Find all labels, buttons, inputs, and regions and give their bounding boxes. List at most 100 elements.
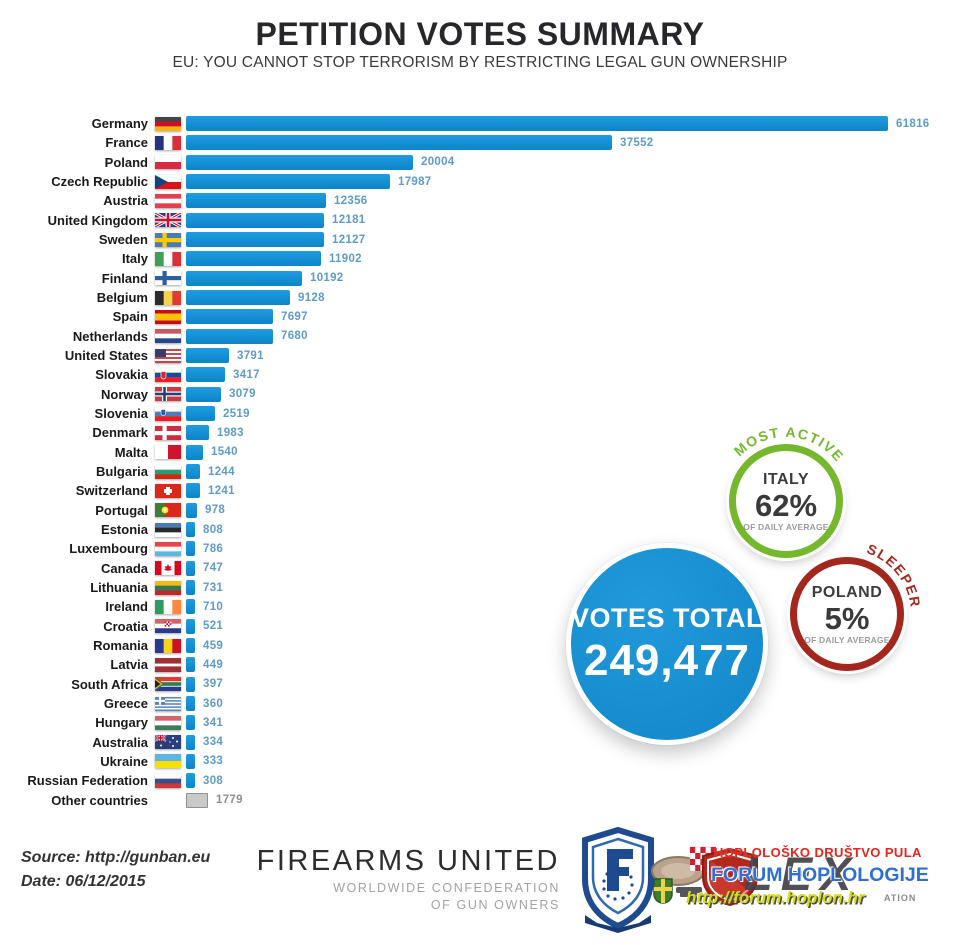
country-label: Portugal <box>95 502 148 518</box>
country-label: Bulgaria <box>95 464 148 480</box>
vote-bar <box>186 657 195 673</box>
bar-track: 308 <box>186 773 223 789</box>
ukraine-flag-icon <box>155 754 181 769</box>
country-label: Austria <box>103 193 148 209</box>
netherlands-flag-icon <box>155 329 181 344</box>
vote-count: 12356 <box>334 194 368 207</box>
firearms-united-sub2: OF GUN OWNERS <box>430 898 560 912</box>
row-south-africa: South Africa 397 <box>0 675 960 694</box>
vote-count: 710 <box>203 600 224 613</box>
vote-bar <box>186 483 200 499</box>
vote-bar <box>186 328 273 344</box>
vote-count: 449 <box>203 658 224 671</box>
vote-count: 2519 <box>223 407 250 420</box>
country-label: Latvia <box>110 657 148 673</box>
vote-bar <box>186 135 612 151</box>
slovakia-flag-icon <box>155 367 181 382</box>
south-africa-flag-icon <box>155 677 181 692</box>
row-other-countries: Other countries 1779 <box>0 790 960 809</box>
country-label: Ukraine <box>100 753 148 769</box>
vote-bar <box>186 212 324 228</box>
watermark-forum-url: http://forum.hoplon.hr <box>686 888 865 907</box>
vote-bar <box>186 174 390 190</box>
bar-track: 978 <box>186 502 226 518</box>
most-active-caption: OF DAILY AVERAGE <box>743 521 829 532</box>
vote-count: 1244 <box>208 465 235 478</box>
vote-bar <box>186 232 324 248</box>
bar-track: 12127 <box>186 232 365 248</box>
denmark-flag-icon <box>155 425 181 440</box>
firearms-united-shield-icon <box>582 827 654 933</box>
vote-bar <box>186 502 197 518</box>
row-malta: Malta 1540 <box>0 443 960 462</box>
czech-republic-flag-icon <box>155 174 181 189</box>
votes-total-badge: VOTES TOTAL 249,477 <box>566 543 768 745</box>
vote-bar <box>186 193 326 209</box>
bar-track: 3079 <box>186 386 256 402</box>
switzerland-flag-icon <box>155 483 181 498</box>
most-active-badge: ITALY 62% OF DAILY AVERAGE <box>729 444 843 558</box>
vote-bar <box>186 251 321 267</box>
bar-track: 710 <box>186 599 224 615</box>
vote-bar <box>186 560 195 576</box>
country-label: Finland <box>101 270 148 286</box>
page-subtitle: EU: YOU CANNOT STOP TERRORISM BY RESTRIC… <box>172 54 788 71</box>
poland-flag-icon <box>155 155 181 170</box>
bar-track: 333 <box>186 753 223 769</box>
vote-count: 978 <box>205 504 226 517</box>
vote-bar <box>186 406 215 422</box>
source-note: Source: http://gunban.eu Date: 06/12/201… <box>21 846 210 894</box>
country-label: Italy <box>121 251 148 267</box>
bar-track: 2519 <box>186 406 250 422</box>
votes-total-value: 249,477 <box>583 635 751 685</box>
row-italy: Italy 11902 <box>0 249 960 268</box>
country-label: Belgium <box>96 290 148 306</box>
vote-bar <box>186 116 888 132</box>
bar-track: 10192 <box>186 270 343 286</box>
bulgaria-flag-icon <box>155 464 181 479</box>
italy-flag-icon <box>155 251 182 266</box>
vote-bar <box>186 154 413 170</box>
portugal-flag-icon <box>155 503 181 518</box>
vote-count: 11902 <box>329 252 362 265</box>
vote-bar <box>186 638 195 654</box>
austria-flag-icon <box>155 193 181 209</box>
country-label: Slovakia <box>95 367 148 383</box>
row-estonia: Estonia 808 <box>0 520 960 539</box>
lex-partial-text: ATION <box>884 893 917 903</box>
sleeper-percent: 5% <box>824 600 870 636</box>
ireland-flag-icon <box>155 599 182 614</box>
firearms-united-sub1: WORLDWIDE CONFEDERATION <box>333 881 560 895</box>
lex-wordmark: LEX <box>744 847 860 900</box>
bar-track: 3417 <box>186 367 260 383</box>
germany-flag-icon <box>155 116 181 131</box>
united-states-flag-icon <box>155 348 181 363</box>
vote-count: 731 <box>203 581 224 594</box>
bar-track: 786 <box>186 541 223 557</box>
vote-bar <box>186 696 195 711</box>
vote-bar <box>186 541 195 557</box>
row-czech-republic: Czech Republic 17987 <box>0 172 960 191</box>
row-croatia: Croatia 521 <box>0 617 960 636</box>
bar-track: 17987 <box>186 174 431 190</box>
revolver-icon <box>676 887 702 903</box>
norway-flag-icon <box>155 387 181 402</box>
vote-count: 1540 <box>211 446 238 459</box>
vote-count: 459 <box>203 639 224 652</box>
date-line: Date: 06/12/2015 <box>21 873 146 890</box>
sleeper-badge: POLAND 5% OF DAILY AVERAGE <box>790 557 904 671</box>
row-lithuania: Lithuania 731 <box>0 578 960 597</box>
bar-track: 731 <box>186 580 224 596</box>
vote-count: 747 <box>203 562 224 575</box>
vote-bar <box>186 386 221 402</box>
spain-flag-icon <box>155 309 181 325</box>
row-switzerland: Switzerland 1241 <box>0 481 960 500</box>
country-label: United States <box>64 348 148 364</box>
bar-track: 1540 <box>186 444 238 460</box>
luxembourg-flag-icon <box>155 541 181 557</box>
country-label: France <box>105 135 148 151</box>
vote-count: 1779 <box>216 794 243 807</box>
sweden-flag-icon <box>155 232 181 247</box>
latvia-flag-icon <box>155 657 181 673</box>
bar-chart: Germany 61816 France 37552 Poland 20004 Czech … <box>0 114 960 810</box>
